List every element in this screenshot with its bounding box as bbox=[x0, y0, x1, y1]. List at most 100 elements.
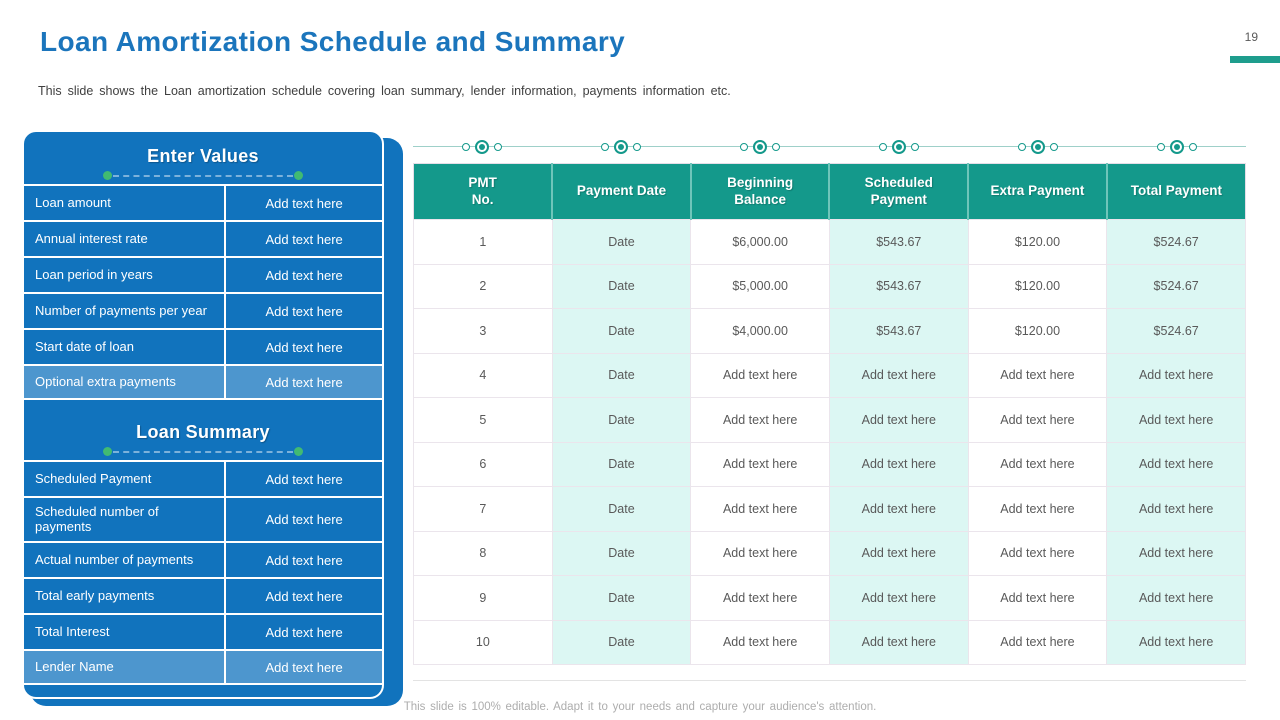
circle-icon bbox=[772, 142, 781, 151]
page-number: 19 bbox=[1244, 30, 1258, 44]
field-label: Loan amount bbox=[24, 186, 227, 220]
table-cell[interactable]: Add text here bbox=[690, 441, 830, 487]
table-cell[interactable]: Date bbox=[551, 619, 692, 665]
circle-core-icon bbox=[479, 143, 486, 150]
table-cell[interactable]: Add text here bbox=[690, 619, 830, 665]
table-row: 10 Date Add text here Add text here Add text… bbox=[413, 619, 1246, 665]
panel-row: Scheduled number of payments Add text her… bbox=[24, 496, 382, 541]
table-cell[interactable]: Add text here bbox=[967, 575, 1108, 621]
field-label: Optional extra payments bbox=[24, 366, 227, 398]
table-cell[interactable]: Add text here bbox=[1106, 530, 1246, 576]
dot-ornament bbox=[1017, 139, 1058, 154]
table-row: 4 Date Add text here Add text here Add text … bbox=[413, 352, 1246, 398]
field-value-placeholder[interactable]: Add text here bbox=[265, 195, 343, 211]
table-cell[interactable]: Add text here bbox=[690, 530, 830, 576]
circle-icon bbox=[462, 142, 471, 151]
table-cell[interactable]: Add text here bbox=[1106, 441, 1246, 487]
panel-row: Scheduled Payment Add text here bbox=[24, 460, 382, 496]
table-row: 7 Date Add text here Add text here Add text … bbox=[413, 486, 1246, 532]
table-cell: 8 bbox=[413, 530, 553, 576]
table-cell[interactable]: Date bbox=[551, 308, 692, 354]
table-cell[interactable]: Add text here bbox=[828, 352, 969, 398]
circle-icon bbox=[1156, 142, 1165, 151]
field-value-placeholder[interactable]: Add text here bbox=[265, 339, 343, 355]
circle-icon bbox=[1169, 139, 1184, 154]
table-cell[interactable]: Add text here bbox=[828, 486, 969, 532]
table-cell[interactable]: Add text here bbox=[967, 486, 1108, 532]
table-cell[interactable]: Date bbox=[551, 397, 692, 443]
field-label: Lender Name bbox=[24, 651, 227, 683]
field-label: Scheduled Payment bbox=[24, 462, 227, 496]
column-header: Total Payment bbox=[1105, 163, 1246, 220]
circle-icon bbox=[494, 142, 503, 151]
panel-row: Loan period in years Add text here bbox=[24, 256, 382, 292]
circle-icon bbox=[1188, 142, 1197, 151]
table-cell[interactable]: Add text here bbox=[967, 441, 1108, 487]
table-cell[interactable]: Add text here bbox=[1106, 619, 1246, 665]
field-value-placeholder[interactable]: Add text here bbox=[265, 267, 343, 283]
table-cell[interactable]: Add text here bbox=[1106, 352, 1246, 398]
circle-icon bbox=[633, 142, 642, 151]
field-value-placeholder[interactable]: Add text here bbox=[265, 588, 343, 604]
table-row: 9 Date Add text here Add text here Add text … bbox=[413, 575, 1246, 621]
table-cell[interactable]: Add text here bbox=[967, 530, 1108, 576]
table-row: 3 Date $4,000.00 $543.67 $120.00 $524.67 bbox=[413, 308, 1246, 354]
circle-icon bbox=[740, 142, 749, 151]
table-cell: $543.67 bbox=[828, 263, 969, 309]
field-value-placeholder[interactable]: Add text here bbox=[265, 374, 343, 390]
accent-bar bbox=[1230, 56, 1280, 63]
field-value-placeholder[interactable]: Add text here bbox=[265, 512, 343, 527]
circle-icon bbox=[753, 139, 768, 154]
dashed-divider bbox=[103, 444, 303, 460]
table-cell: $543.67 bbox=[828, 308, 969, 354]
table-row: 2 Date $5,000.00 $543.67 $120.00 $524.67 bbox=[413, 263, 1246, 309]
table-cell[interactable]: Date bbox=[551, 219, 692, 265]
circle-icon bbox=[1017, 142, 1026, 151]
circle-icon bbox=[1030, 139, 1045, 154]
table-body: 1 Date $6,000.00 $543.67 $120.00 $524.67 2 Date… bbox=[413, 219, 1246, 665]
field-value-placeholder[interactable]: Add text here bbox=[265, 552, 343, 568]
table-cell[interactable]: Date bbox=[551, 486, 692, 532]
table-cell[interactable]: Date bbox=[551, 530, 692, 576]
field-label: Number of payments per year bbox=[24, 294, 227, 328]
table-cell[interactable]: Date bbox=[551, 263, 692, 309]
table-cell: 5 bbox=[413, 397, 553, 443]
field-value-placeholder[interactable]: Add text here bbox=[265, 659, 343, 675]
table-cell[interactable]: Date bbox=[551, 575, 692, 621]
dot-ornament bbox=[878, 139, 919, 154]
table-cell: $524.67 bbox=[1106, 219, 1246, 265]
table-cell[interactable]: Add text here bbox=[1106, 575, 1246, 621]
enter-values-heading: Enter Values bbox=[147, 146, 259, 166]
table-cell[interactable]: Date bbox=[551, 441, 692, 487]
table-cell[interactable]: Add text here bbox=[1106, 486, 1246, 532]
table-cell[interactable]: Add text here bbox=[828, 530, 969, 576]
table-cell[interactable]: Add text here bbox=[690, 575, 830, 621]
table-cell[interactable]: Add text here bbox=[828, 397, 969, 443]
table-cell[interactable]: Add text here bbox=[828, 575, 969, 621]
table-cell[interactable]: Add text here bbox=[967, 352, 1108, 398]
table-cell[interactable]: Add text here bbox=[690, 486, 830, 532]
table-header-row: PMT No. Payment Date Beginning Balance Sche… bbox=[413, 163, 1246, 220]
field-value-placeholder[interactable]: Add text here bbox=[265, 471, 343, 487]
table-cell[interactable]: Add text here bbox=[828, 441, 969, 487]
table-cell[interactable]: Add text here bbox=[690, 352, 830, 398]
table-cell: 10 bbox=[413, 619, 553, 665]
field-value-placeholder[interactable]: Add text here bbox=[265, 624, 343, 640]
field-value-placeholder[interactable]: Add text here bbox=[265, 231, 343, 247]
panel-row: Total early payments Add text here bbox=[24, 577, 382, 613]
table-cell[interactable]: Add text here bbox=[967, 397, 1108, 443]
field-value-placeholder[interactable]: Add text here bbox=[265, 303, 343, 319]
panel-row: Annual interest rate Add text here bbox=[24, 220, 382, 256]
dashed-line bbox=[113, 451, 293, 453]
table-cell[interactable]: Add text here bbox=[1106, 397, 1246, 443]
column-header: Scheduled Payment bbox=[828, 163, 969, 220]
field-label: Total early payments bbox=[24, 579, 227, 613]
table-cell[interactable]: Date bbox=[551, 352, 692, 398]
table-cell[interactable]: Add text here bbox=[967, 619, 1108, 665]
dashed-divider bbox=[103, 168, 303, 184]
page-title: Loan Amortization Schedule and Summary bbox=[40, 26, 626, 57]
table-cell[interactable]: Add text here bbox=[828, 619, 969, 665]
table-cell: 3 bbox=[413, 308, 553, 354]
panel-row: Start date of loan Add text here bbox=[24, 328, 382, 364]
table-cell[interactable]: Add text here bbox=[690, 397, 830, 443]
